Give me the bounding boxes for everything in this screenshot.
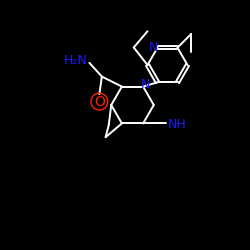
Text: NH: NH bbox=[168, 118, 186, 131]
Text: H₂N: H₂N bbox=[64, 54, 88, 67]
Text: O: O bbox=[94, 94, 105, 108]
Text: N: N bbox=[140, 78, 150, 90]
Text: N: N bbox=[149, 41, 158, 54]
